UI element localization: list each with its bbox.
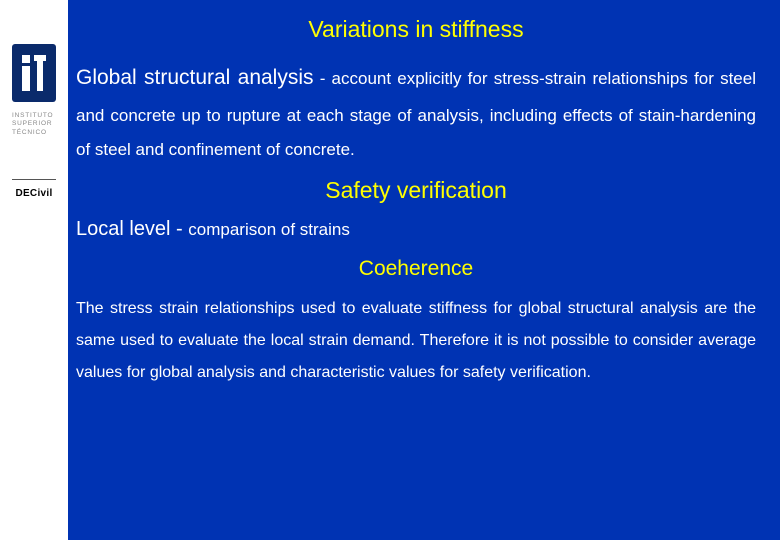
ist-logo — [12, 44, 56, 102]
local-level-line: Local level - comparison of strains — [76, 218, 756, 241]
slide-body: Variations in stiffness Global structura… — [68, 0, 780, 540]
institute-name: INSTITUTO SUPERIOR TÉCNICO — [12, 112, 56, 137]
institute-line1: INSTITUTO — [12, 112, 56, 120]
paragraph-global-analysis: Global structural analysis - account exp… — [76, 57, 756, 167]
divider — [12, 179, 56, 180]
institute-line3: TÉCNICO — [12, 129, 56, 137]
local-lead: Local level - — [76, 218, 188, 240]
heading-safety: Safety verification — [76, 177, 756, 204]
lead-global: Global structural analysis — [76, 66, 314, 89]
local-rest: comparison of strains — [188, 220, 350, 239]
paragraph-coherence: The stress strain relationships used to … — [76, 293, 756, 389]
heading-coherence: Coeherence — [76, 257, 756, 281]
department-label: DECivil — [15, 188, 52, 199]
heading-variations: Variations in stiffness — [76, 16, 756, 43]
sidebar: INSTITUTO SUPERIOR TÉCNICO DECivil — [0, 0, 68, 540]
institute-line2: SUPERIOR — [12, 120, 56, 128]
